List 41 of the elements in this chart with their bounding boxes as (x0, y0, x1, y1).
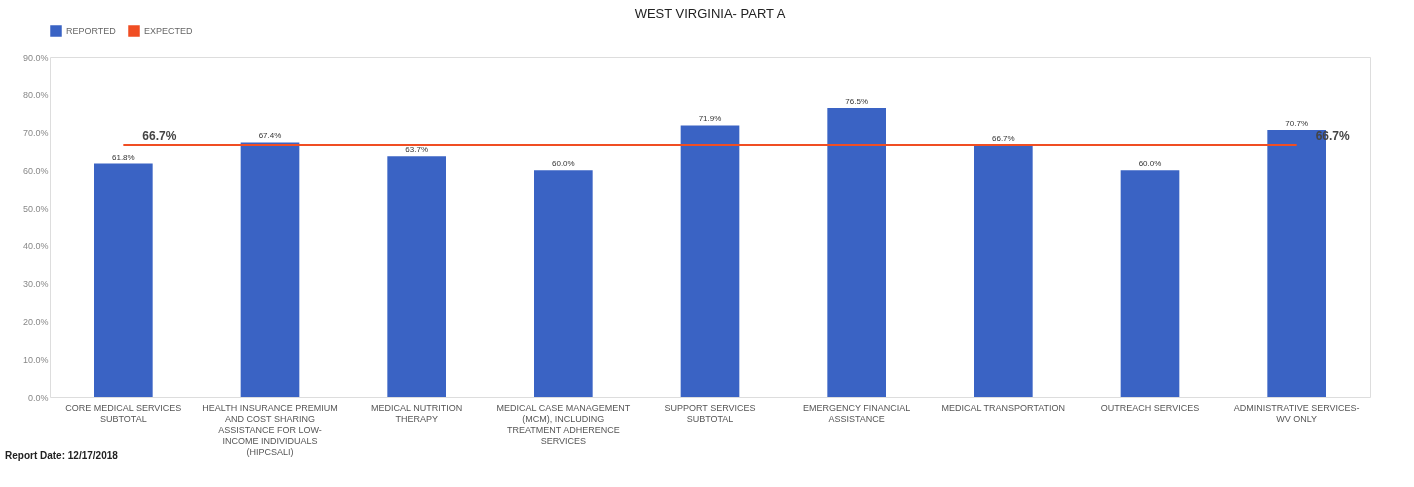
x-tick-label: HEALTH INSURANCE PREMIUM AND COST SHARING ASSISTANCE FOR LOW-INCOME INDIVIDUALS (HIPCSALI) (202, 402, 338, 457)
x-tick-label: CORE MEDICAL SERVICES SUBTOTAL (65, 402, 182, 424)
y-tick-label: 80.0% (22, 90, 49, 101)
text: Report Date: 12/17/2018 (5, 450, 119, 461)
y-tick-label: 70.0% (22, 128, 49, 139)
bar (1120, 170, 1180, 397)
data-label: 71.9% (698, 114, 722, 124)
bar (680, 125, 740, 397)
legend-label: EXPECTED (144, 26, 194, 36)
x-tick-label: EMERGENCY FINANCIAL ASSISTANCE (802, 402, 911, 424)
bar (974, 145, 1033, 397)
data-label: 60.0% (551, 159, 575, 169)
y-tick-label: 90.0% (22, 52, 49, 63)
data-label: 60.0% (1138, 159, 1162, 169)
x-tick-label: OUTREACH SERVICES (1100, 402, 1200, 413)
x-tick-label: MEDICAL TRANSPORTATION (941, 402, 1066, 413)
x-tick-label: SUPPORT SERVICES SUBTOTAL (664, 402, 756, 424)
y-tick-label: 20.0% (22, 316, 49, 327)
bar (387, 156, 446, 397)
y-tick-label: 30.0% (22, 279, 49, 290)
y-tick-label: 50.0% (22, 203, 49, 214)
bar (827, 108, 886, 397)
data-label: 76.5% (845, 97, 869, 106)
x-tick-label: ADMINISTRATIVE SERVICES- WV ONLY (1233, 402, 1360, 424)
chart-title: WEST VIRGINIA- PART A (634, 6, 786, 21)
data-label: 67.4% (258, 131, 282, 141)
x-tick-label: MEDICAL CASE MANAGEMENT (MCM), INCLUDING TREATMENT ADHERENCE SERVICES (496, 402, 631, 446)
bar (94, 163, 153, 397)
data-label: 66.7% (142, 129, 177, 144)
y-tick-label: 60.0% (22, 165, 49, 176)
data-label: 63.7% (405, 145, 429, 155)
bar (240, 142, 300, 397)
y-tick-label: 40.0% (22, 241, 49, 252)
data-label: 61.8% (111, 152, 135, 162)
data-label: 70.7% (1285, 118, 1309, 128)
y-tick-label: 0.0% (27, 392, 49, 403)
legend-label: REPORTED (66, 26, 117, 36)
y-tick-label: 10.0% (22, 354, 49, 365)
x-tick-label: MEDICAL NUTRITION THERAPY (371, 402, 463, 424)
data-label: 66.7% (991, 134, 1015, 144)
bar (534, 170, 593, 397)
